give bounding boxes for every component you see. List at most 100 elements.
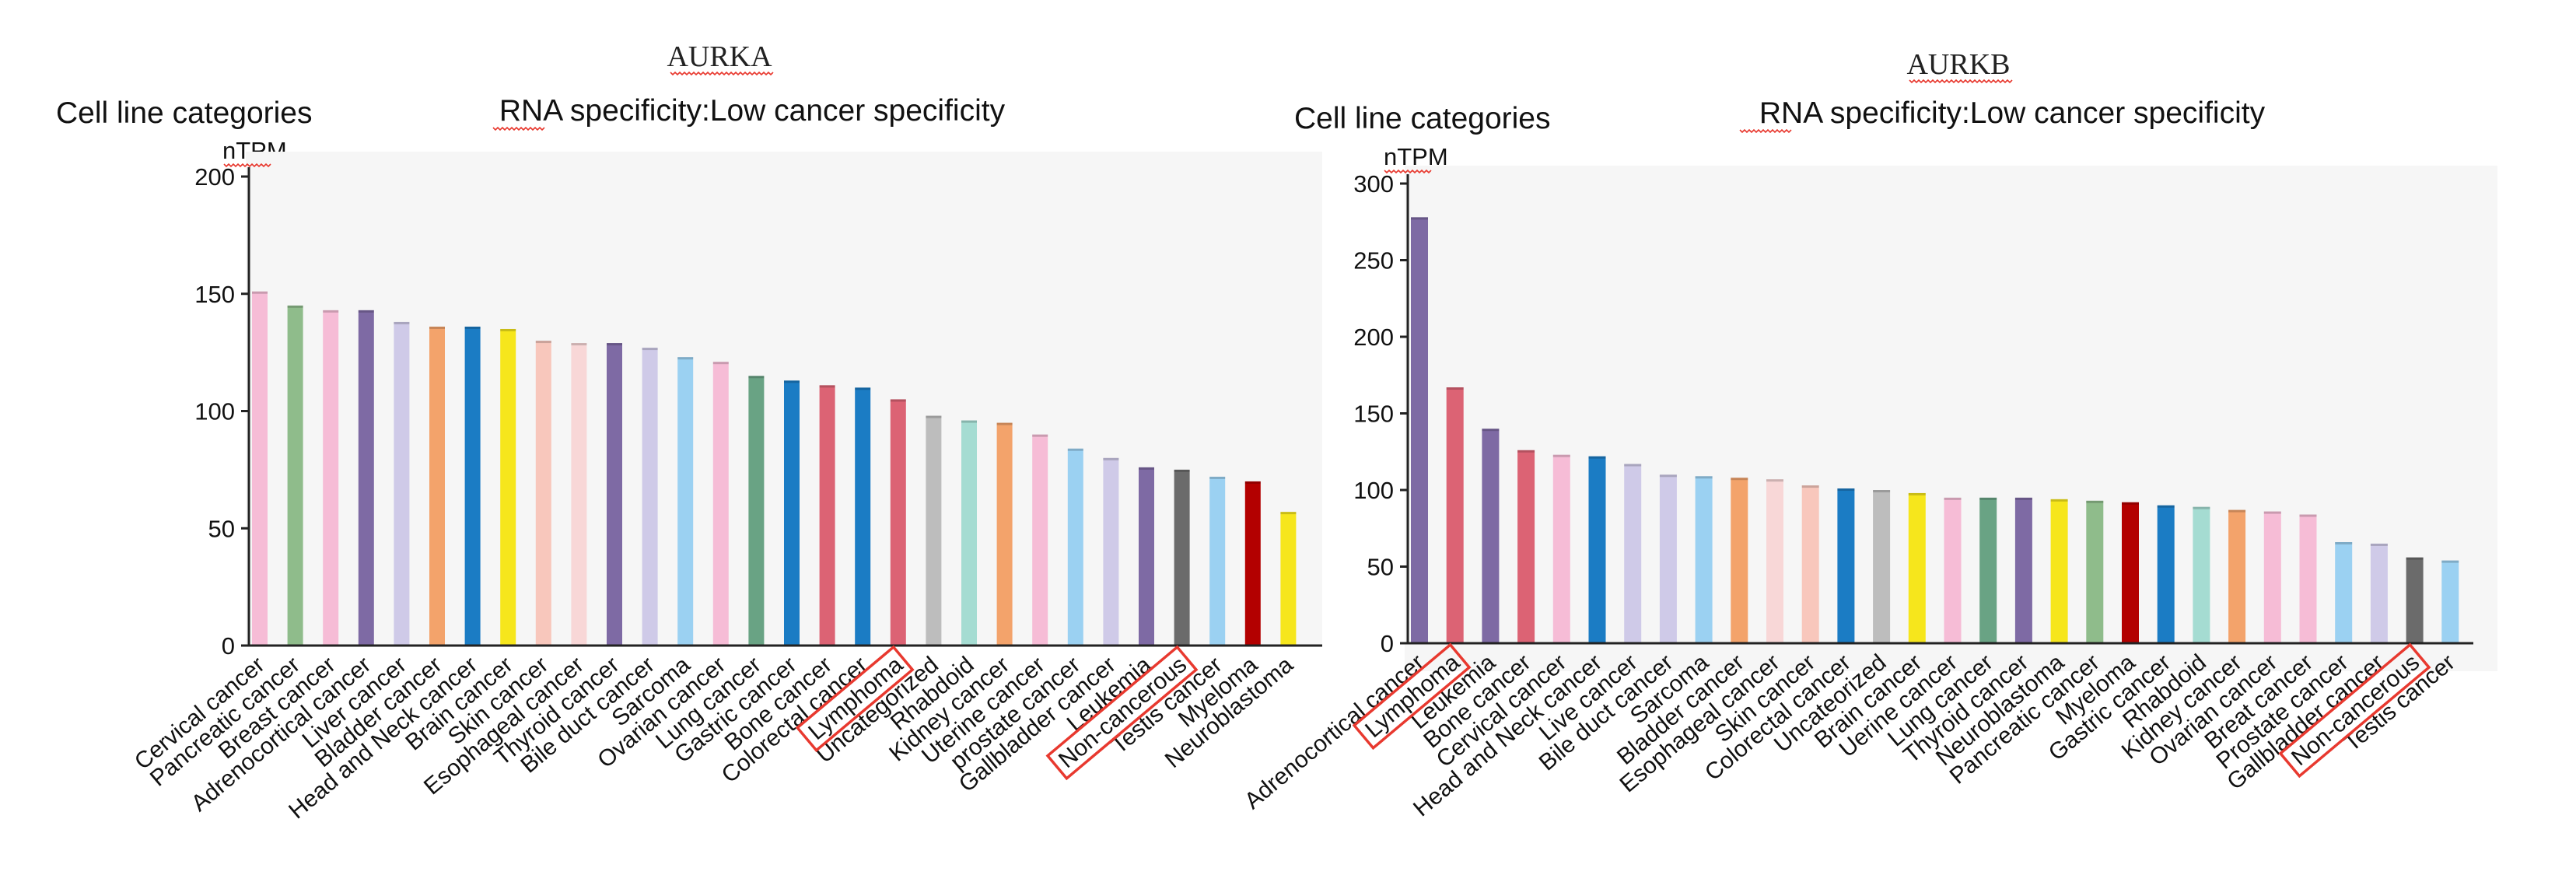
bar-cap [1209,476,1226,479]
bar-cap [535,341,551,344]
y-axis-aurka: 0 50 100 150 200 [194,163,1322,660]
highlight-box [2278,642,2431,779]
bar-neuroblastoma [1280,512,1297,646]
bar-gastric-cancer [2157,505,2175,643]
bars-aurka [252,291,1297,646]
bar-skin-cancer [535,341,551,646]
bar-cap [1873,490,1891,492]
bar-gastric-cancer [784,380,800,646]
bar-uerine-cancer [1944,497,1962,643]
bar-cap [1624,464,1642,467]
chart-panel-aurkb: AURKB Cell line categories RNA specifici… [1240,48,2497,822]
bar-bone-cancer [819,385,835,646]
y-tick-label: 100 [194,398,235,425]
bar-cap [2263,511,2281,514]
bar-uterine-cancer [1032,434,1048,646]
bar-cap [748,376,765,379]
bar-non-cancerous [2406,557,2424,643]
bar-cap [1944,497,1962,500]
bar-leukemia [1139,467,1154,646]
bar-prostate-cancer [1067,448,1083,646]
bar-cap [1411,217,1428,220]
spellcheck-underline [223,163,271,168]
bar-testis-cancer [2441,560,2459,643]
bar-uncateorized [1873,490,1891,643]
bar-cervical-cancer [1552,454,1570,643]
bar-cap [961,420,977,423]
bar-cap [2157,505,2175,508]
bar-esophageal-cancer [1766,479,1783,643]
spellcheck-underline [1909,79,2013,84]
chart-title-aurka: RNA specificity:Low cancer specificity [499,94,1006,128]
bar-ovarian-cancer [712,362,729,646]
bar-kidney-cancer [2228,509,2246,643]
y-tick-label: 150 [1353,401,1394,428]
bar-cap [1174,469,1190,472]
bar-breat-cancer [2299,514,2317,643]
bar-cap [819,385,835,388]
left-heading-aurka: Cell line categories [56,96,313,130]
bar-myeloma [2122,502,2139,643]
bar-cap [1731,478,1748,481]
bar-cap [2086,500,2104,503]
bar-cap [1766,479,1783,482]
bar-thyroid-cancer [607,343,622,646]
bar-bone-cancer [1517,450,1535,643]
bar-cap [1446,387,1464,390]
bar-lymphoma [890,399,906,646]
bar-cap [571,343,587,346]
bar-cap [2122,502,2139,505]
bar-cap [1139,467,1154,470]
bar-cap [464,326,481,329]
bar-cap [2406,557,2424,560]
bar-cap [2228,509,2246,513]
highlight-boxes-aurkb [1352,642,2431,779]
bar-pancreatic-cancer [2086,500,2104,643]
bar-rhabdoid [961,420,977,646]
y-tick-label: 300 [1353,170,1394,198]
bar-cap [677,357,694,360]
bar-testis-cancer [1209,476,1226,646]
bar-cap [1695,476,1713,479]
bar-cap [252,291,268,294]
bar-bladder-cancer [1731,478,1748,643]
highlight-box [1045,645,1199,781]
bar-cap [1979,497,1997,500]
bar-adrenocortical-cancer [1411,217,1428,644]
bar-cap [1552,454,1570,457]
bar-brain-cancer [500,328,516,646]
bar-head-and-neck-cancer [1588,456,1606,643]
bar-adrenocortical-cancer [358,310,374,646]
y-tick-label: 200 [1353,324,1394,351]
bar-liver-cancer [394,321,410,646]
bar-cap [2441,560,2459,563]
bar-rhabdoid [2193,506,2210,643]
bar-cap [784,380,800,383]
y-tick-label: 150 [194,281,235,308]
bar-colorectal-cancer [855,387,871,646]
bar-cap [323,310,339,313]
bar-cap [712,362,729,365]
y-tick-label: 0 [1381,630,1394,657]
bar-cap [500,328,516,331]
chart-title-aurkb: RNA specificity:Low cancer specificity [1759,96,2266,130]
bar-gallbladder-cancer [1103,457,1119,646]
y-axis-aurkb: 0 50 100 150 200 250 300 [1353,170,2473,657]
bar-cap [855,387,871,390]
bar-cap [642,348,658,351]
bar-cap [1280,512,1297,515]
bar-breast-cancer [323,310,339,646]
bar-head-and-neck-cancer [464,326,481,646]
y-tick-label: 0 [222,632,235,660]
bar-cap [429,326,445,329]
bar-lymphoma [1446,387,1464,643]
gene-title-aurkb: AURKB [1906,48,2010,81]
bar-cap [890,399,906,402]
bar-bile-duct-cancer [642,348,658,646]
spellcheck-underline [492,126,545,131]
bar-lung-cancer [1979,497,1997,643]
spellcheck-underline [670,71,774,76]
bar-cap [2050,499,2068,502]
